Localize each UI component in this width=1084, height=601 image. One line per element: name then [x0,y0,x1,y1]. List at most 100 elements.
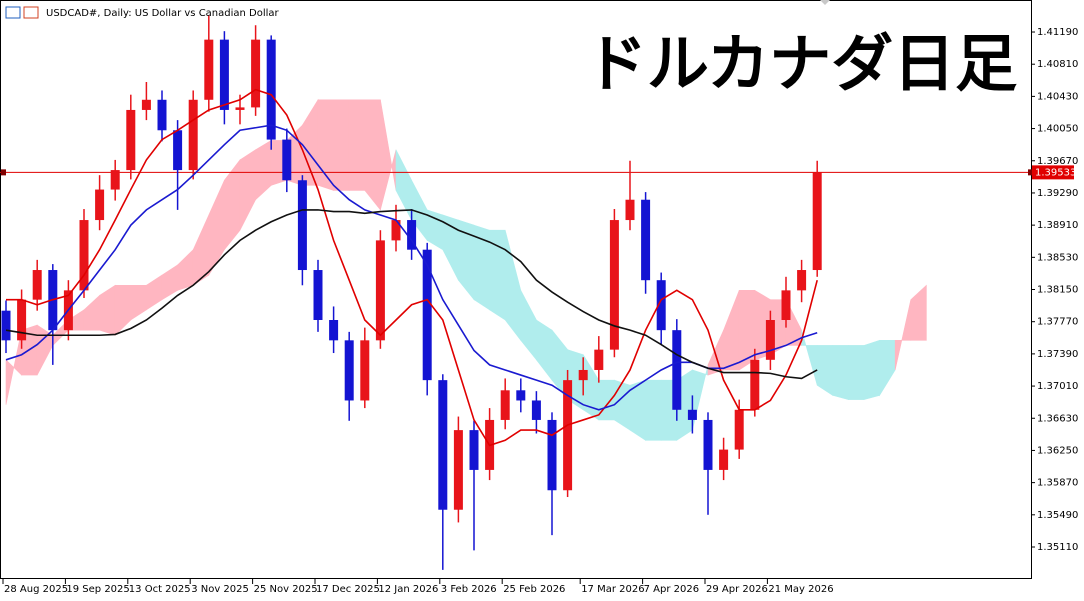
candle-body [95,189,105,221]
candle-body [781,290,791,321]
y-tick-label: 1.36630 [1037,413,1078,424]
y-tick-label: 1.38910 [1037,220,1078,231]
candle-body [719,449,729,470]
candle-body [563,380,573,491]
candle-body [188,99,198,171]
cloud [832,345,849,401]
candle-body [812,172,822,271]
candle-body [266,39,276,140]
price-marker [1028,169,1033,176]
candle-body [313,270,323,321]
candle-body [703,419,713,470]
x-tick-label: 21 May 2026 [768,584,833,595]
candle-body [797,270,807,291]
candle-body [656,280,666,331]
moving-average [5,124,818,411]
y-tick-label: 1.39290 [1037,188,1078,199]
candle-body [578,369,588,381]
candle-body [765,320,775,360]
cloud [848,345,865,400]
candle-body [282,139,292,181]
x-tick-label: 17 Mar 2026 [581,584,644,595]
x-tick-label: 25 Feb 2026 [503,584,565,595]
candle-body [360,340,370,401]
x-tick-label: 3 Feb 2026 [441,584,497,595]
cloud [317,99,334,191]
candle-body [407,220,417,250]
candle-body [17,299,27,341]
candle-body [516,390,526,401]
current-price-box [1032,165,1074,180]
candle-body [453,430,463,510]
candle-body [219,39,229,110]
y-tick-label: 1.38150 [1037,285,1078,296]
y-tick-label: 1.35490 [1037,510,1078,521]
y-tick-label: 1.35110 [1037,542,1078,553]
icon [23,6,39,19]
candle-body [375,240,385,341]
x-tick-label: 29 Apr 2026 [706,584,768,595]
chart-title: USDCAD#, Daily: US Dollar vs Canadian Do… [46,8,280,19]
icon [5,6,21,19]
candle-body [110,170,120,190]
price-marker [1,169,6,176]
x-tick-label: 3 Nov 2025 [191,584,249,595]
x-tick-label: 17 Dec 2025 [316,584,380,595]
cloud [348,99,366,191]
candle-body [79,220,89,291]
y-tick-label: 1.36250 [1037,445,1078,456]
y-tick-label: 1.40430 [1037,91,1078,102]
candle-body [173,130,183,171]
candle-body [641,199,651,281]
candle-body [687,409,697,420]
y-tick-label: 1.37010 [1037,381,1078,392]
plot-area [0,15,1031,570]
y-tick-label: 1.37390 [1037,349,1078,360]
cloud [863,339,880,401]
candle-body [531,400,541,420]
x-tick-label: 12 Jan 2026 [378,584,438,595]
candle-body [438,380,448,510]
candle-body [391,220,401,241]
current-price-label: 1.39533 [1035,167,1076,178]
y-tick-label: 1.41190 [1037,27,1078,38]
cloud [598,379,615,421]
x-tick-label: 28 Aug 2025 [4,584,68,595]
y-tick-label: 1.40810 [1037,59,1078,70]
x-tick-label: 7 Apr 2026 [644,584,699,595]
x-tick-label: 13 Oct 2025 [129,584,191,595]
y-tick-label: 1.35870 [1037,478,1078,489]
cloud [333,99,350,191]
candle-body [344,340,354,401]
candle-body [500,390,510,420]
y-tick-label: 1.39670 [1037,156,1078,167]
candle-body [750,359,760,410]
y-tick-label: 1.38530 [1037,252,1078,263]
scroll-marker [820,0,830,5]
y-tick-label: 1.40050 [1037,124,1078,135]
candle-body [734,409,744,450]
candle-body [157,99,167,131]
x-tick-label: 25 Nov 2025 [254,584,318,595]
overlay-title: ドルカナダ日足 [585,27,1017,100]
cloud [364,99,381,211]
candle-body [672,330,682,410]
candle-body [297,180,307,271]
candle-body [469,430,479,470]
y-tick-label: 1.37770 [1037,317,1078,328]
cloud [645,379,662,441]
moving-average [6,88,818,447]
candle-body [204,39,214,100]
candle-body [329,320,339,341]
candle-body [625,199,635,221]
candle-body [547,419,557,491]
candle-body [32,270,42,300]
candle-body [235,107,245,110]
moving-average [5,209,818,380]
candle-body [141,99,151,110]
candle-body [609,220,619,350]
candle-body [594,349,604,370]
candle-body [422,249,432,381]
cloud [910,284,927,341]
